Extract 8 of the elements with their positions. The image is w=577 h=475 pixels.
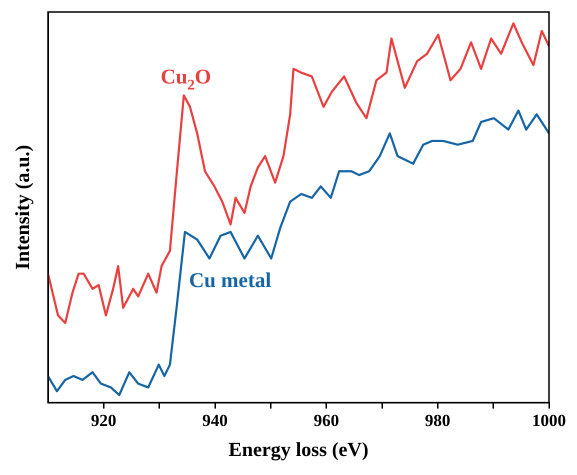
- x-tick-label: 940: [202, 411, 228, 430]
- x-tick-label: 980: [424, 411, 450, 430]
- x-tick-label: 920: [90, 411, 116, 430]
- series-label: Cu metal: [188, 268, 272, 292]
- y-axis-title: Intensity (a.u.): [12, 144, 34, 270]
- x-tick-label: 1000: [532, 411, 566, 430]
- x-axis-title: Energy loss (eV): [228, 439, 368, 462]
- x-tick-label: 960: [314, 411, 340, 430]
